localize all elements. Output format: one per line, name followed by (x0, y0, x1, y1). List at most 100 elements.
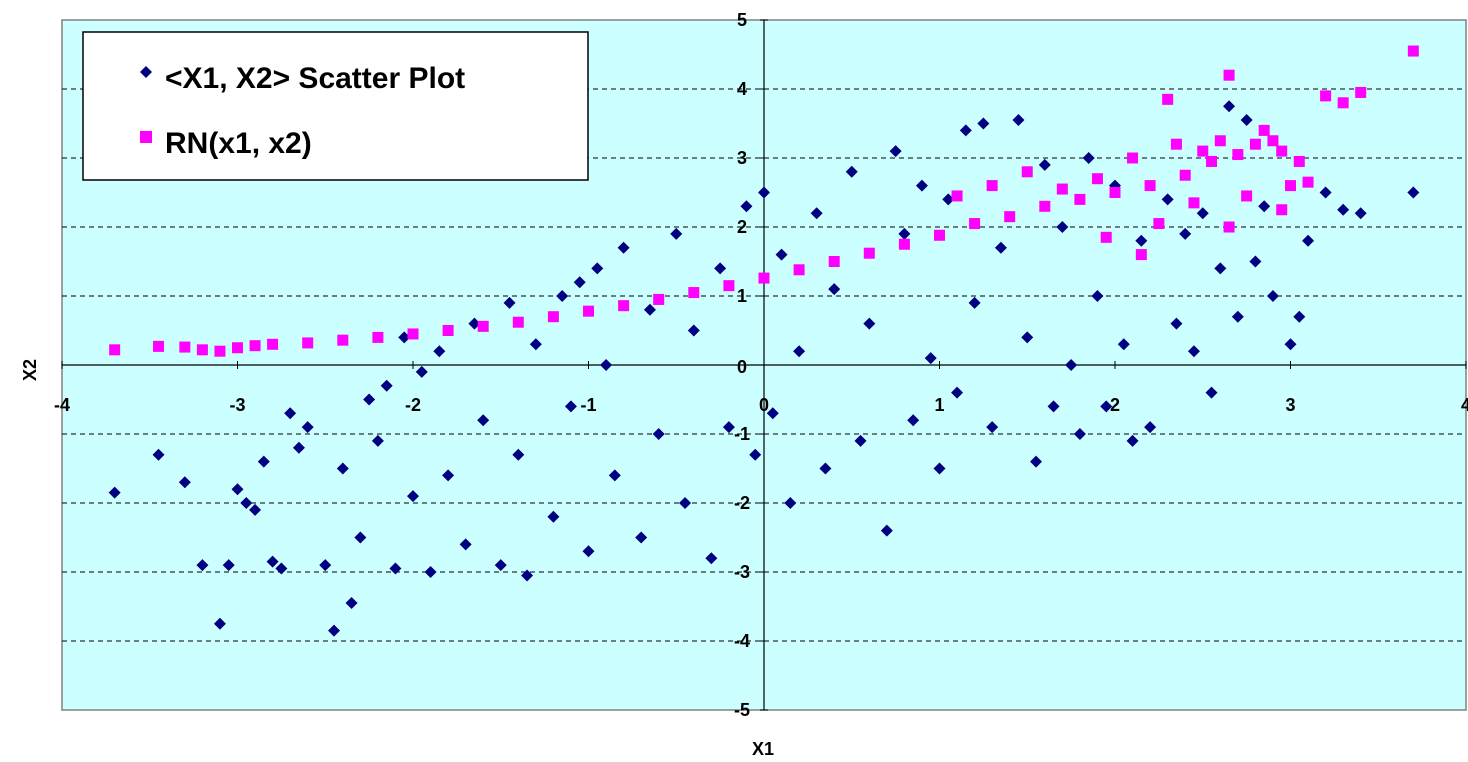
scatter-point (292, 441, 305, 454)
scatter-point (600, 359, 613, 371)
scatter-point (1293, 310, 1306, 323)
scatter-point (328, 624, 341, 637)
scatter-point (1214, 262, 1227, 275)
rn-point (793, 264, 805, 276)
rn-point (1267, 135, 1279, 147)
scatter-point (1030, 455, 1043, 468)
scatter-point (977, 117, 990, 130)
x-tick-label: 4 (1461, 395, 1468, 415)
rn-point (1337, 97, 1349, 109)
scatter-point (1249, 255, 1262, 268)
scatter-point (1205, 386, 1218, 399)
legend-marker-diamond (140, 66, 152, 78)
x-tick-label: 1 (934, 395, 944, 415)
legend: <X1, X2> Scatter Plot RN(x1, x2) (82, 31, 589, 181)
scatter-point (363, 393, 376, 406)
rn-point (723, 280, 735, 292)
scatter-point (222, 559, 235, 572)
scatter-point (1302, 234, 1315, 247)
scatter-point (459, 538, 472, 551)
legend-marker-square (140, 131, 152, 143)
scatter-point (1082, 152, 1095, 164)
rn-point (1162, 93, 1174, 105)
scatter-point (749, 448, 762, 461)
scatter-point (1319, 186, 1332, 199)
scatter-point (924, 352, 937, 365)
scatter-point (1100, 400, 1113, 413)
scatter-point (249, 503, 262, 516)
y-tick-label: -2 (734, 493, 750, 513)
rn-point (512, 316, 524, 328)
rn-point (863, 247, 875, 259)
rn-point (1285, 180, 1296, 192)
scatter-point (1047, 400, 1060, 413)
legend-square-shape (140, 131, 152, 143)
scatter-point (1407, 186, 1420, 199)
scatter-point (468, 317, 481, 330)
scatter-point (1223, 100, 1236, 113)
rn-point (1241, 190, 1253, 202)
scatter-point (951, 386, 964, 399)
scatter-point (670, 227, 683, 240)
x-tick-labels: -4 -3 -2 -1 0 1 2 3 4 (54, 395, 1468, 415)
scatter-point (643, 303, 656, 316)
scatter-point (1135, 234, 1148, 247)
rn-point (1056, 183, 1068, 195)
x-axis-title: X1 (752, 739, 774, 759)
scatter-point (687, 324, 700, 337)
scatter-point (1038, 158, 1051, 171)
scatter-point (1196, 207, 1209, 220)
scatter-point (521, 569, 534, 582)
scatter-point (1240, 114, 1253, 127)
scatter-point (766, 407, 779, 420)
rn-point (1170, 138, 1182, 150)
rn-point (583, 305, 594, 317)
rn-point (179, 341, 191, 353)
x-tick-label: -1 (580, 395, 596, 415)
scatter-point (784, 497, 797, 509)
rn-point (442, 325, 454, 336)
scatter-point (591, 262, 604, 275)
rn-point (1214, 135, 1226, 147)
x-tick-label: -3 (229, 395, 245, 415)
scatter-point (1266, 290, 1279, 302)
rn-point (267, 338, 279, 350)
rn-point (969, 218, 981, 230)
scatter-point (1231, 310, 1244, 323)
rn-point (1293, 155, 1305, 167)
scatter-point (889, 145, 902, 158)
scatter-point (477, 414, 490, 427)
rn-point (1179, 169, 1191, 181)
x-tick-label: -2 (405, 395, 421, 415)
rn-point (1135, 249, 1147, 261)
scatter-point (345, 597, 358, 610)
scatter-point (196, 559, 209, 572)
scatter-point (178, 476, 191, 489)
scatter-point (635, 531, 648, 544)
y-tick-label: -1 (734, 424, 750, 444)
scatter-point (547, 510, 560, 523)
scatter-point (319, 559, 332, 572)
scatter-point (1012, 114, 1025, 127)
scatter-point (1258, 200, 1271, 213)
scatter-point (564, 400, 577, 413)
scatter-point (705, 552, 718, 565)
legend-diamond-shape (140, 66, 152, 78)
rn-point (1320, 90, 1332, 102)
rn-point (618, 300, 630, 312)
legend-label-scatter: <X1, X2> Scatter Plot (165, 62, 465, 95)
scatter-point (398, 331, 411, 344)
rn-point (477, 320, 489, 332)
scatter-point (959, 124, 972, 137)
scatter-point (415, 365, 428, 378)
rn-point (1127, 152, 1139, 164)
scatter-point (986, 421, 999, 434)
rn-point (1100, 231, 1112, 243)
scatter-point (1117, 338, 1130, 351)
scatter-point (556, 290, 569, 302)
rn-point (372, 331, 384, 343)
y-tick-label: 5 (737, 10, 747, 30)
scatter-point (793, 345, 806, 358)
scatter-point (898, 227, 911, 240)
rn-point (1188, 197, 1200, 209)
